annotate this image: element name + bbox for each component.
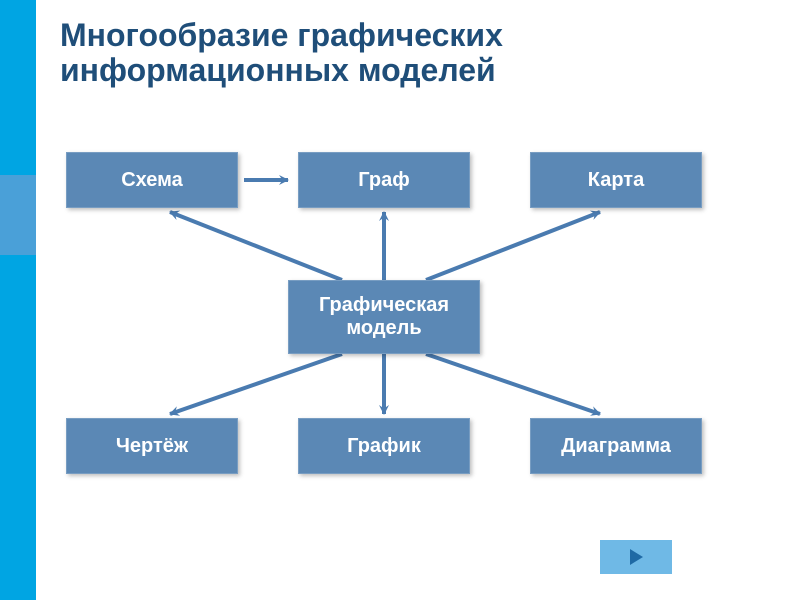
sidebar-accent-stripe <box>0 175 36 255</box>
node-label: Схема <box>121 169 183 192</box>
node-plot: График <box>298 418 470 474</box>
sidebar-top-stripe <box>0 0 36 175</box>
play-icon <box>627 548 645 566</box>
sidebar-bottom-stripe <box>0 255 36 600</box>
node-schema: Схема <box>66 152 238 208</box>
node-label: Чертёж <box>116 435 188 458</box>
node-graph: Граф <box>298 152 470 208</box>
node-label: Граф <box>358 169 409 192</box>
node-label: Карта <box>588 169 644 192</box>
node-drawing: Чертёж <box>66 418 238 474</box>
node-center: Графическая модель <box>288 280 480 354</box>
node-label: Графическая модель <box>319 294 449 340</box>
node-map: Карта <box>530 152 702 208</box>
node-label: Диаграмма <box>561 435 671 458</box>
slide-title: Многообразие графических информационных … <box>60 18 760 88</box>
slide: { "layout": { "width": 800, "height": 60… <box>0 0 800 600</box>
next-button[interactable] <box>600 540 672 574</box>
node-label: График <box>347 435 421 458</box>
node-chart: Диаграмма <box>530 418 702 474</box>
